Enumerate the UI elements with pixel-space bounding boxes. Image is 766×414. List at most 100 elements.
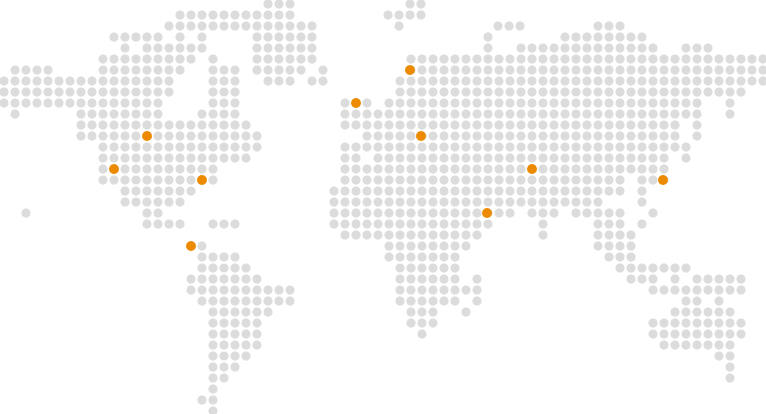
map-dot — [263, 76, 273, 86]
map-dot — [208, 307, 218, 317]
map-dot — [615, 230, 625, 240]
map-dot — [604, 131, 614, 141]
map-dot — [538, 197, 548, 207]
map-dot — [593, 43, 603, 53]
map-dot — [428, 120, 438, 130]
map-dot — [142, 164, 152, 174]
map-dot — [274, 32, 284, 42]
map-dot — [560, 65, 570, 75]
map-dot — [504, 21, 514, 31]
map-dot — [21, 98, 31, 108]
map-dot — [296, 65, 306, 75]
map-dot — [340, 142, 350, 152]
map-dot — [109, 175, 119, 185]
map-dot — [406, 153, 416, 163]
map-dot — [131, 186, 141, 196]
map-dot — [450, 197, 460, 207]
map-dot — [692, 274, 702, 284]
map-dot — [208, 296, 218, 306]
map-dot — [109, 32, 119, 42]
map-dot — [428, 65, 438, 75]
map-dot — [604, 219, 614, 229]
map-dot — [219, 351, 229, 361]
map-dot — [439, 263, 449, 273]
map-dot — [736, 329, 746, 339]
map-dot — [670, 307, 680, 317]
map-dot — [483, 65, 493, 75]
map-dot — [241, 10, 251, 20]
map-dot — [428, 208, 438, 218]
map-dot — [384, 131, 394, 141]
map-dot — [714, 285, 724, 295]
map-dot — [120, 175, 130, 185]
map-dot — [593, 87, 603, 97]
map-dot — [406, 54, 416, 64]
map-dot — [164, 76, 174, 86]
map-dot — [340, 164, 350, 174]
map-dot — [703, 43, 713, 53]
map-dot — [373, 164, 383, 174]
map-dot — [98, 76, 108, 86]
map-dot — [175, 219, 185, 229]
map-dot — [428, 241, 438, 251]
map-dot — [153, 208, 163, 218]
map-dot — [417, 65, 427, 75]
map-dot — [428, 131, 438, 141]
map-dot — [219, 307, 229, 317]
map-dot — [241, 142, 251, 152]
map-dot — [670, 109, 680, 119]
map-dot — [208, 21, 218, 31]
map-dot — [252, 340, 262, 350]
map-dot — [538, 164, 548, 174]
map-dot — [604, 153, 614, 163]
map-dot — [395, 120, 405, 130]
map-dot — [538, 87, 548, 97]
map-dot — [725, 351, 735, 361]
map-dot — [703, 329, 713, 339]
map-dot — [362, 164, 372, 174]
map-dot — [527, 153, 537, 163]
map-dot — [461, 142, 471, 152]
map-dot — [736, 87, 746, 97]
map-dot — [670, 318, 680, 328]
map-dot — [714, 54, 724, 64]
map-dot — [659, 285, 669, 295]
map-dot — [219, 318, 229, 328]
map-dot — [428, 164, 438, 174]
map-dot — [131, 109, 141, 119]
map-dot — [120, 164, 130, 174]
map-dot — [648, 76, 658, 86]
map-dot — [472, 296, 482, 306]
map-dot — [252, 285, 262, 295]
map-dot — [153, 98, 163, 108]
map-dot — [164, 164, 174, 174]
map-dot — [406, 98, 416, 108]
map-dot — [120, 197, 130, 207]
map-dot — [483, 87, 493, 97]
map-dot — [252, 21, 262, 31]
map-dot — [692, 131, 702, 141]
map-dot — [637, 153, 647, 163]
map-dot — [131, 120, 141, 130]
map-dot — [417, 208, 427, 218]
map-dot — [164, 219, 174, 229]
map-dot — [736, 285, 746, 295]
map-dot — [439, 142, 449, 152]
map-dot — [32, 98, 42, 108]
map-dot — [252, 329, 262, 339]
map-dot — [472, 186, 482, 196]
map-dot — [582, 142, 592, 152]
map-dot — [593, 54, 603, 64]
map-dot — [549, 208, 559, 218]
map-dot — [681, 87, 691, 97]
map-dot — [208, 109, 218, 119]
map-dot — [120, 32, 130, 42]
map-dot — [483, 109, 493, 119]
map-dot — [340, 98, 350, 108]
map-dot — [362, 175, 372, 185]
map-dot — [175, 131, 185, 141]
map-dot — [527, 175, 537, 185]
map-dot — [142, 98, 152, 108]
map-dot — [538, 208, 548, 218]
map-dot — [175, 32, 185, 42]
